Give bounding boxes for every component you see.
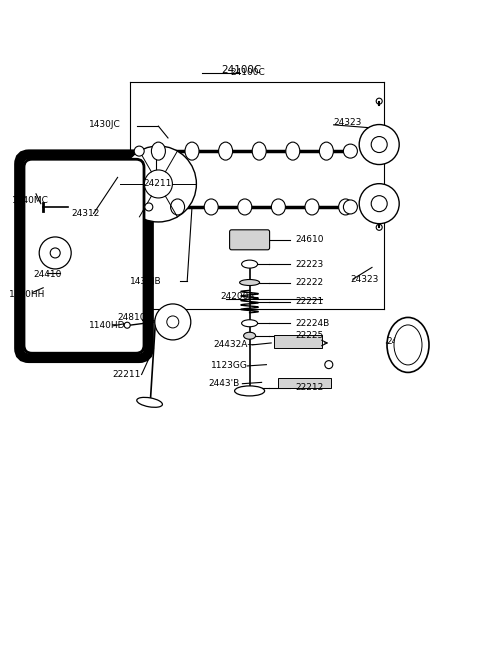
Ellipse shape — [286, 142, 300, 160]
Ellipse shape — [151, 142, 166, 160]
Ellipse shape — [204, 199, 218, 215]
Text: 24312: 24312 — [71, 209, 99, 218]
Circle shape — [39, 237, 71, 269]
Text: 24323: 24323 — [350, 275, 379, 284]
Ellipse shape — [238, 199, 252, 215]
Text: 1140HD: 1140HD — [89, 321, 125, 330]
Circle shape — [124, 322, 130, 328]
Circle shape — [359, 184, 399, 223]
Circle shape — [343, 144, 358, 158]
Circle shape — [371, 196, 387, 212]
Ellipse shape — [305, 199, 319, 215]
Text: 22221: 22221 — [295, 297, 324, 306]
Ellipse shape — [252, 142, 266, 160]
Circle shape — [371, 137, 387, 152]
Text: 24211: 24211 — [143, 179, 171, 189]
Circle shape — [50, 248, 60, 258]
Circle shape — [145, 203, 153, 211]
Text: 22225: 22225 — [295, 331, 324, 340]
Polygon shape — [274, 335, 322, 348]
Text: 24410: 24410 — [34, 270, 62, 279]
Text: 1123GG: 1123GG — [211, 361, 248, 371]
Circle shape — [155, 304, 191, 340]
Circle shape — [376, 98, 382, 104]
Circle shape — [120, 146, 196, 222]
Circle shape — [359, 125, 399, 164]
Text: 1140HH: 1140HH — [9, 290, 45, 299]
Text: 1430JC: 1430JC — [89, 120, 120, 129]
Ellipse shape — [185, 142, 199, 160]
Circle shape — [343, 200, 358, 214]
Circle shape — [144, 170, 172, 198]
Text: 1140MC: 1140MC — [12, 196, 49, 205]
Text: 24100C: 24100C — [221, 65, 261, 76]
Text: 22222: 22222 — [295, 278, 324, 287]
Text: 24100C: 24100C — [230, 68, 265, 78]
Ellipse shape — [338, 199, 353, 215]
Ellipse shape — [218, 142, 233, 160]
Text: 22211: 22211 — [113, 370, 141, 379]
Ellipse shape — [394, 325, 422, 365]
Text: 24810A: 24810A — [118, 313, 152, 322]
Polygon shape — [278, 378, 331, 388]
Ellipse shape — [319, 142, 334, 160]
Text: 22223: 22223 — [295, 260, 324, 269]
FancyBboxPatch shape — [24, 159, 144, 353]
Text: 22224B: 22224B — [295, 319, 329, 328]
Text: 24610: 24610 — [295, 235, 324, 244]
Circle shape — [325, 361, 333, 369]
Text: 24321: 24321 — [386, 337, 415, 346]
Ellipse shape — [241, 260, 258, 268]
Text: 24432A—: 24432A— — [214, 340, 257, 349]
Circle shape — [134, 146, 144, 156]
Ellipse shape — [241, 320, 258, 327]
Circle shape — [376, 224, 382, 231]
Circle shape — [167, 316, 179, 328]
Ellipse shape — [244, 332, 256, 339]
Ellipse shape — [137, 397, 162, 407]
Ellipse shape — [240, 279, 260, 286]
Ellipse shape — [387, 317, 429, 373]
Ellipse shape — [235, 386, 264, 396]
Text: 24323: 24323 — [334, 118, 362, 127]
Text: 1430JB: 1430JB — [130, 277, 161, 286]
Text: 2443'B: 2443'B — [209, 379, 240, 388]
Text: 24200A: 24200A — [221, 292, 255, 301]
Text: 22212: 22212 — [295, 383, 324, 392]
Ellipse shape — [271, 199, 286, 215]
Ellipse shape — [170, 199, 185, 215]
FancyBboxPatch shape — [229, 230, 270, 250]
